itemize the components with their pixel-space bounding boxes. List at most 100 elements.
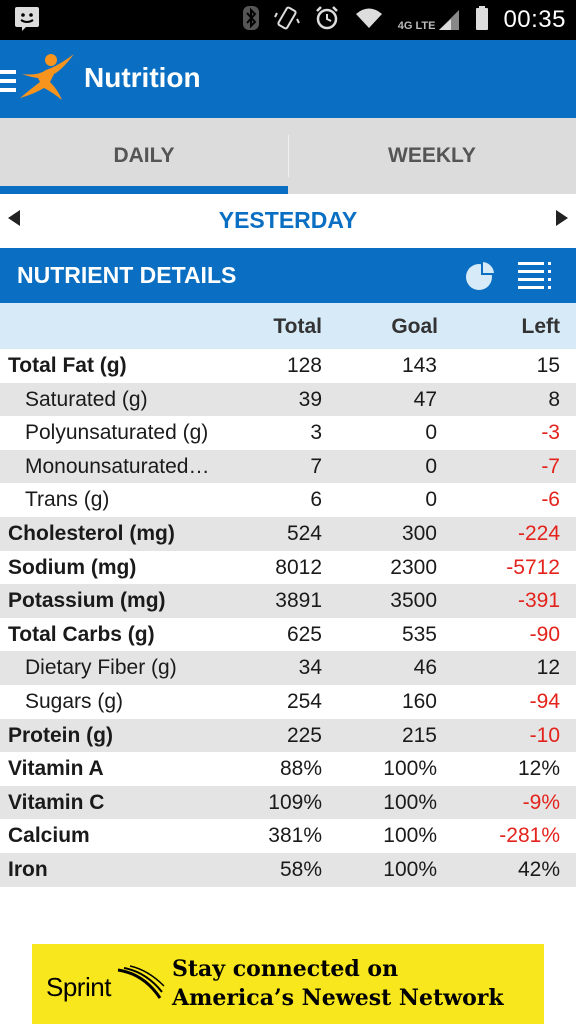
nutrient-left: -9% <box>522 790 560 814</box>
nutrient-goal: 2300 <box>390 555 437 579</box>
notification-face-icon <box>14 6 40 37</box>
ad-headline-2: America’s Newest Network <box>172 985 504 1011</box>
nutrient-row[interactable]: Dietary Fiber (g) 34 46 12 <box>0 651 576 685</box>
column-header-goal: Goal <box>391 315 438 338</box>
ad-brand: Sprint <box>46 972 111 1002</box>
nutrient-row[interactable]: Polyunsaturated (g) 3 0 -3 <box>0 416 576 450</box>
vibrate-icon <box>273 5 300 36</box>
nutrient-left: 15 <box>536 354 560 377</box>
nutrient-name: Total Fat (g) <box>8 354 127 377</box>
ad-headline-1: Stay connected on <box>172 956 399 982</box>
nutrient-row[interactable]: Saturated (g) 39 47 8 <box>0 382 576 417</box>
nutrient-name: Potassium (mg) <box>8 589 166 613</box>
nutrient-goal: 535 <box>401 622 437 646</box>
tab-daily[interactable]: DAILY <box>0 118 288 194</box>
nutrient-goal: 0 <box>425 488 437 512</box>
nutrient-name: Vitamin A <box>8 757 104 781</box>
nutrient-row[interactable]: Vitamin A 88% 100% 12% <box>0 752 576 786</box>
nutrient-details-header: NUTRIENT DETAILS <box>0 248 576 303</box>
nutrient-goal: 0 <box>425 454 437 478</box>
nutrient-row[interactable]: Total Fat (g) 128 143 15 <box>0 349 576 383</box>
nutrient-name: Saturated (g) <box>25 387 148 411</box>
nutrient-left: 42% <box>517 857 560 881</box>
nutrient-name: Polyunsaturated (g) <box>25 421 209 445</box>
sprint-logo-icon <box>116 964 166 1009</box>
nutrient-total: 88% <box>279 757 322 781</box>
nutrient-row[interactable]: Iron 58% 100% 42% <box>0 852 576 887</box>
nutrient-row[interactable]: Potassium (mg) 3891 3500 -391 <box>0 584 576 618</box>
period-tabs: DAILY WEEKLY <box>0 118 576 194</box>
network-type-label: 4G LTE <box>397 20 436 32</box>
nutrient-row[interactable]: Vitamin C 109% 100% -9% <box>0 785 576 820</box>
battery-icon <box>475 5 489 36</box>
nutrient-left: -6 <box>541 488 560 512</box>
section-title: NUTRIENT DETAILS <box>17 262 237 288</box>
date-navigator: YESTERDAY <box>0 194 576 248</box>
nutrient-left: -391 <box>517 589 560 613</box>
nutrient-total: 6 <box>310 488 322 512</box>
tab-weekly[interactable]: WEEKLY <box>388 144 476 167</box>
nutrient-total: 381% <box>268 824 322 848</box>
nutrient-name: Monounsaturated… <box>25 454 210 478</box>
nutrient-left: -5712 <box>506 555 560 579</box>
nutrient-total: 7 <box>310 454 322 478</box>
app-logo[interactable] <box>18 52 76 107</box>
nutrient-row[interactable]: Calcium 381% 100% -281% <box>0 819 576 853</box>
app-bar: Nutrition <box>0 40 576 118</box>
nutrient-left: -94 <box>529 689 560 713</box>
nutrient-name: Calcium <box>8 824 90 848</box>
nutrient-name: Dietary Fiber (g) <box>25 656 177 680</box>
nutrient-goal: 100% <box>383 790 437 814</box>
nutrient-goal: 100% <box>383 857 437 881</box>
nutrient-row[interactable]: Total Carbs (g) 625 535 -90 <box>0 618 576 652</box>
pie-chart-icon[interactable] <box>464 259 497 292</box>
tab-divider <box>288 135 289 177</box>
nutrient-goal: 100% <box>383 757 437 781</box>
nutrient-left: -90 <box>529 622 560 646</box>
nutrient-goal: 143 <box>401 354 437 377</box>
nutrient-name: Cholesterol (mg) <box>8 521 175 545</box>
nutrient-total: 128 <box>286 354 322 377</box>
column-header-total: Total <box>273 315 322 338</box>
nutrient-goal: 0 <box>425 421 437 445</box>
nutrient-total: 254 <box>286 689 322 713</box>
status-bar: 4G LTE 00:35 <box>0 0 576 40</box>
nutrient-row[interactable]: Protein (g) 225 215 -10 <box>0 718 576 753</box>
nutrient-name: Total Carbs (g) <box>8 622 155 646</box>
wifi-icon <box>354 6 384 35</box>
nutrient-total: 58% <box>279 857 322 881</box>
nutrient-total: 225 <box>286 723 322 747</box>
bluetooth-icon <box>242 5 260 36</box>
nutrient-name: Vitamin C <box>8 790 105 814</box>
nutrient-total: 3891 <box>275 589 322 613</box>
menu-icon[interactable] <box>0 70 16 97</box>
nutrient-left: 12% <box>517 757 560 781</box>
nutrient-goal: 160 <box>401 689 437 713</box>
column-header-left: Left <box>521 315 561 338</box>
nutrient-row[interactable]: Monounsaturated… 7 0 -7 <box>0 449 576 484</box>
nutrient-table: Total Fat (g) 128 143 15 Saturated (g) 39 47 8 P… <box>0 349 576 887</box>
nutrient-name: Trans (g) <box>25 488 110 512</box>
next-day-arrow-icon[interactable] <box>556 210 568 226</box>
list-view-icon[interactable] <box>518 260 552 292</box>
previous-day-arrow-icon[interactable] <box>8 210 20 226</box>
nutrient-goal: 47 <box>413 387 437 411</box>
nutrient-row[interactable]: Cholesterol (mg) 524 300 -224 <box>0 516 576 551</box>
nutrient-left: 8 <box>548 387 560 411</box>
nutrient-row[interactable]: Sodium (mg) 8012 2300 -5712 <box>0 551 576 585</box>
nutrient-goal: 46 <box>413 656 437 680</box>
nutrient-name: Iron <box>8 857 48 881</box>
nutrient-left: -7 <box>541 454 560 478</box>
date-label[interactable]: YESTERDAY <box>218 207 358 233</box>
nutrient-name: Sugars (g) <box>25 689 124 713</box>
nutrient-row[interactable]: Sugars (g) 254 160 -94 <box>0 685 576 719</box>
nutrient-goal: 300 <box>401 521 437 545</box>
nutrient-row[interactable]: Trans (g) 6 0 -6 <box>0 483 576 517</box>
nutrient-left: 12 <box>536 656 560 680</box>
nutrient-name: Protein (g) <box>8 723 113 747</box>
nutrient-left: -10 <box>529 723 560 747</box>
nutrient-left: -281% <box>499 824 560 848</box>
nutrient-total: 109% <box>268 790 322 814</box>
ad-banner[interactable]: Sprint Stay connected on America’s Newes… <box>32 944 544 1024</box>
alarm-icon <box>314 5 340 36</box>
